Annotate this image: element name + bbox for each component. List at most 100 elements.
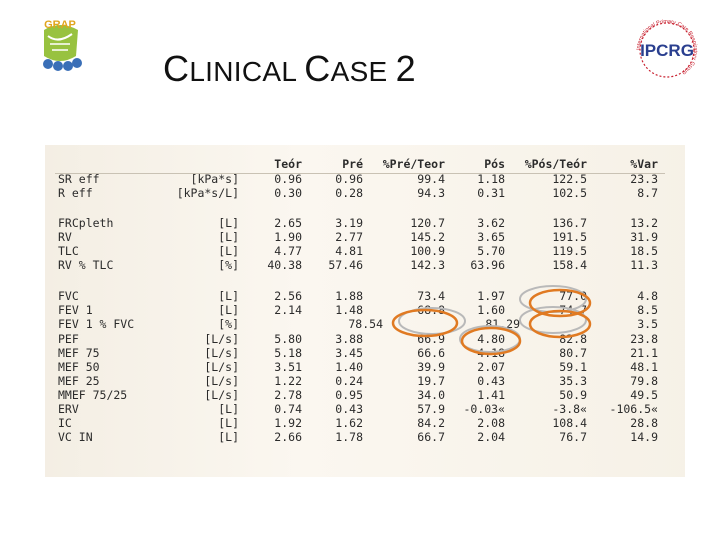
table-cell: 66.6 bbox=[417, 346, 445, 360]
table-cell: 81.29 bbox=[485, 317, 520, 331]
table-row: PEF [L/s] 5.80 3.88 66.9 4.80 82.8 23.8 bbox=[45, 332, 685, 346]
table-cell: 2.77 bbox=[335, 230, 363, 244]
row-unit: [L/s] bbox=[204, 374, 239, 388]
table-cell: 120.7 bbox=[410, 216, 445, 230]
row-label: R eff bbox=[58, 186, 93, 200]
row-unit: [kPa*s] bbox=[190, 172, 239, 186]
row-label: MEF 50 bbox=[58, 360, 100, 374]
table-cell: 3.88 bbox=[335, 332, 363, 346]
table-cell: 14.9 bbox=[630, 430, 658, 444]
table-cell: 2.07 bbox=[477, 360, 505, 374]
table-cell: 3.65 bbox=[477, 230, 505, 244]
table-cell: 68.8 bbox=[417, 303, 445, 317]
row-label: IC bbox=[58, 416, 72, 430]
logo-left-text: GRAP bbox=[44, 19, 76, 31]
table-row: MEF 25 [L/s] 1.22 0.24 19.7 0.43 35.3 79.8 bbox=[45, 374, 685, 388]
logo-right-text: IPCRG bbox=[640, 41, 694, 60]
table-cell: 50.9 bbox=[559, 388, 587, 402]
row-label: RV bbox=[58, 230, 72, 244]
table-cell: 191.5 bbox=[552, 230, 587, 244]
table-cell: 1.62 bbox=[335, 416, 363, 430]
table-cell: 31.9 bbox=[630, 230, 658, 244]
table-cell: 1.41 bbox=[477, 388, 505, 402]
table-cell: 73.4 bbox=[417, 289, 445, 303]
table-cell: 80.7 bbox=[559, 346, 587, 360]
table-row: IC [L] 1.92 1.62 84.2 2.08 108.4 28.8 bbox=[45, 416, 685, 430]
table-cell: 136.7 bbox=[552, 216, 587, 230]
header-pre: Pré bbox=[342, 157, 363, 171]
header-pct-pre-teor: %Pré/Teor bbox=[382, 157, 445, 171]
table-row: FEV 1 [L] 2.14 1.48 68.8 1.60 74.7 8.5 bbox=[45, 303, 685, 317]
table-cell: 2.04 bbox=[477, 430, 505, 444]
table-cell: 39.9 bbox=[417, 360, 445, 374]
table-cell: 3.19 bbox=[335, 216, 363, 230]
table-cell: 2.08 bbox=[477, 416, 505, 430]
table-row: VC IN [L] 2.66 1.78 66.7 2.04 76.7 14.9 bbox=[45, 430, 685, 444]
table-cell: 1.60 bbox=[477, 303, 505, 317]
row-unit: [L/s] bbox=[204, 332, 239, 346]
table-cell: -0.03« bbox=[463, 402, 505, 416]
table-cell: 4.77 bbox=[274, 244, 302, 258]
table-cell: 79.8 bbox=[630, 374, 658, 388]
table-cell: 66.9 bbox=[417, 332, 445, 346]
table-cell: 19.7 bbox=[417, 374, 445, 388]
table-cell: 2.78 bbox=[274, 388, 302, 402]
table-cell: 3.45 bbox=[335, 346, 363, 360]
table-cell: 102.5 bbox=[552, 186, 587, 200]
table-cell: 0.95 bbox=[335, 388, 363, 402]
table-cell: -3.8« bbox=[552, 402, 587, 416]
table-cell: 145.2 bbox=[410, 230, 445, 244]
table-cell: 48.1 bbox=[630, 360, 658, 374]
table-row: RV % TLC [%] 40.38 57.46 142.3 63.96 158.4 11.3 bbox=[45, 258, 685, 272]
table-cell: 4.18 bbox=[477, 346, 505, 360]
row-label: FEV 1 % FVC bbox=[58, 317, 135, 331]
table-cell: 1.48 bbox=[335, 303, 363, 317]
table-cell: 122.5 bbox=[552, 172, 587, 186]
row-label: FVC bbox=[58, 289, 79, 303]
slide-title: CLINICAL CASE 2 bbox=[163, 48, 416, 89]
table-cell: 0.96 bbox=[274, 172, 302, 186]
header-pos: Pós bbox=[484, 157, 505, 171]
table-cell: 0.43 bbox=[335, 402, 363, 416]
table-cell: 84.2 bbox=[417, 416, 445, 430]
table-row: MEF 50 [L/s] 3.51 1.40 39.9 2.07 59.1 48.1 bbox=[45, 360, 685, 374]
table-header-row: Teór Pré %Pré/Teor Pós %Pós/Teór %Var bbox=[45, 157, 685, 174]
table-cell: 1.90 bbox=[274, 230, 302, 244]
row-unit: [L] bbox=[218, 230, 239, 244]
table-row: SR eff [kPa*s] 0.96 0.96 99.4 1.18 122.5 23.3 bbox=[45, 172, 685, 186]
table-cell: 8.5 bbox=[637, 303, 658, 317]
table-cell: 5.70 bbox=[477, 244, 505, 258]
row-label: MMEF 75/25 bbox=[58, 388, 128, 402]
table-cell: 2.56 bbox=[274, 289, 302, 303]
header-pct-var: %Var bbox=[630, 157, 658, 171]
table-cell: 1.78 bbox=[335, 430, 363, 444]
table-cell: -106.5« bbox=[609, 402, 658, 416]
table-cell: 13.2 bbox=[630, 216, 658, 230]
row-label: TLC bbox=[58, 244, 79, 258]
header-teor: Teór bbox=[274, 157, 302, 171]
table-cell: 57.46 bbox=[328, 258, 363, 272]
table-cell: 108.4 bbox=[552, 416, 587, 430]
table-cell: 28.8 bbox=[630, 416, 658, 430]
row-unit: [L/s] bbox=[204, 360, 239, 374]
table-cell: 142.3 bbox=[410, 258, 445, 272]
table-row: TLC [L] 4.77 4.81 100.9 5.70 119.5 18.5 bbox=[45, 244, 685, 258]
row-unit: [kPa*s/L] bbox=[176, 186, 239, 200]
table-row: RV [L] 1.90 2.77 145.2 3.65 191.5 31.9 bbox=[45, 230, 685, 244]
row-unit: [L/s] bbox=[204, 346, 239, 360]
row-unit: [L] bbox=[218, 216, 239, 230]
row-unit: [L] bbox=[218, 416, 239, 430]
table-cell: 4.8 bbox=[637, 289, 658, 303]
table-cell: 100.9 bbox=[410, 244, 445, 258]
table-cell: 2.66 bbox=[274, 430, 302, 444]
table-cell: 63.96 bbox=[470, 258, 505, 272]
table-cell: 82.8 bbox=[559, 332, 587, 346]
row-unit: [L] bbox=[218, 244, 239, 258]
table-cell: 4.81 bbox=[335, 244, 363, 258]
table-cell: 3.62 bbox=[477, 216, 505, 230]
table-row: R eff [kPa*s/L] 0.30 0.28 94.3 0.31 102.5 8.7 bbox=[45, 186, 685, 200]
table-cell: 35.3 bbox=[559, 374, 587, 388]
table-row: MEF 75 [L/s] 5.18 3.45 66.6 4.18 80.7 21.1 bbox=[45, 346, 685, 360]
header-divider bbox=[55, 173, 665, 174]
table-cell: 18.5 bbox=[630, 244, 658, 258]
